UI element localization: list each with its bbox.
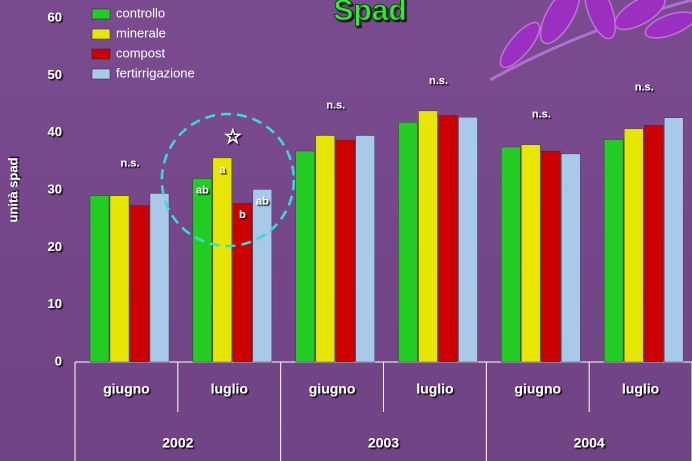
x-tick-label: luglio xyxy=(416,381,453,397)
bar xyxy=(295,150,315,363)
legend-label: minerale xyxy=(116,25,166,40)
x-tick-label: giugno xyxy=(309,381,356,397)
bar xyxy=(438,115,458,363)
legend-item: controllo xyxy=(91,5,165,20)
bar xyxy=(623,128,644,363)
significance-letter: a xyxy=(219,164,226,176)
plot: 0 10 20 30 40 50 60 2002 2003 2004 giugno n.s. lugli… xyxy=(48,5,692,461)
legend-label: controllo xyxy=(116,5,165,20)
legend-swatch xyxy=(91,28,111,40)
y-tick-label: 30 xyxy=(48,181,62,196)
legend-item: minerale xyxy=(91,25,166,40)
legend-swatch xyxy=(91,8,111,20)
bar xyxy=(212,157,233,363)
legend-label: fertirrigazione xyxy=(116,65,195,80)
significance-star: ☆ xyxy=(224,126,242,148)
bar xyxy=(521,144,541,363)
group-annotation: n.s. xyxy=(326,99,345,111)
bar xyxy=(643,125,664,363)
chart-title: Spad xyxy=(333,0,406,27)
x-tick-label: giugno xyxy=(514,381,561,397)
bar xyxy=(501,146,521,363)
highlight-circle xyxy=(160,112,296,248)
year-label: 2004 xyxy=(574,435,605,451)
bar xyxy=(315,135,335,363)
bar xyxy=(252,189,273,363)
bar xyxy=(232,202,253,363)
group-annotation: n.s. xyxy=(121,157,140,169)
bar xyxy=(603,139,624,363)
y-tick-label: 20 xyxy=(48,239,62,254)
bar xyxy=(561,153,581,363)
significance-letter: ab xyxy=(196,184,209,196)
leaf-decoration xyxy=(489,0,692,82)
x-tick-label: luglio xyxy=(622,381,659,397)
bar xyxy=(418,110,438,363)
legend-item: fertirrigazione xyxy=(91,65,195,80)
bar xyxy=(149,193,170,363)
legend-item: compost xyxy=(91,45,166,60)
bar xyxy=(541,150,561,363)
x-tick-label: luglio xyxy=(211,381,248,397)
y-tick-label: 0 xyxy=(55,353,62,368)
bar xyxy=(129,205,150,363)
group-annotation: n.s. xyxy=(532,109,551,121)
y-tick-label: 40 xyxy=(48,124,62,139)
legend-swatch xyxy=(91,68,111,80)
bar xyxy=(335,139,355,363)
year-label: 2003 xyxy=(368,435,399,451)
bar xyxy=(355,135,375,363)
group-annotation: n.s. xyxy=(429,75,448,87)
bar xyxy=(398,122,418,363)
y-tick-label: 50 xyxy=(48,67,62,82)
group-annotation: n.s. xyxy=(635,82,654,94)
bar xyxy=(192,178,213,363)
y-axis-label: unità spad xyxy=(5,157,20,222)
y-tick-label: 10 xyxy=(48,296,62,311)
bar xyxy=(458,116,478,363)
bar xyxy=(109,195,130,363)
x-tick-label: giugno xyxy=(103,381,150,397)
significance-letter: b xyxy=(239,209,246,221)
significance-letter: ab xyxy=(256,195,269,207)
bar xyxy=(663,117,684,363)
legend-label: compost xyxy=(116,45,166,60)
y-tick-label: 60 xyxy=(48,9,62,24)
bar xyxy=(89,195,110,363)
legend-swatch xyxy=(91,48,111,60)
year-label: 2002 xyxy=(162,435,193,451)
